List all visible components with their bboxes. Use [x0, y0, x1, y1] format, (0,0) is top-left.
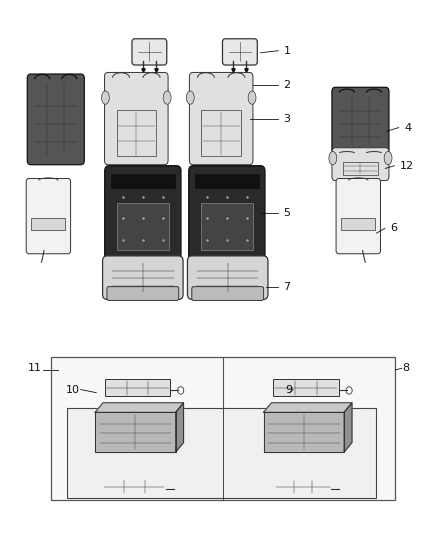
- Text: 7: 7: [283, 281, 290, 292]
- Ellipse shape: [384, 151, 392, 165]
- FancyBboxPatch shape: [105, 166, 181, 262]
- Ellipse shape: [102, 91, 110, 104]
- FancyBboxPatch shape: [132, 39, 167, 65]
- Circle shape: [339, 486, 345, 493]
- Ellipse shape: [248, 91, 256, 104]
- Circle shape: [346, 387, 352, 394]
- Text: 3: 3: [283, 114, 290, 124]
- Circle shape: [173, 485, 179, 492]
- Bar: [275, 480, 331, 495]
- Text: 1: 1: [283, 46, 290, 56]
- FancyBboxPatch shape: [189, 166, 265, 262]
- Text: 10: 10: [66, 384, 80, 394]
- Polygon shape: [176, 403, 184, 452]
- Bar: [105, 379, 170, 397]
- Bar: [341, 217, 375, 230]
- Bar: [102, 479, 166, 495]
- FancyBboxPatch shape: [332, 87, 389, 154]
- Polygon shape: [95, 413, 176, 452]
- FancyBboxPatch shape: [187, 256, 268, 300]
- Polygon shape: [344, 403, 352, 452]
- Ellipse shape: [163, 91, 171, 104]
- FancyBboxPatch shape: [189, 72, 253, 165]
- Circle shape: [178, 387, 184, 394]
- Text: 11: 11: [28, 364, 42, 373]
- Text: 12: 12: [399, 161, 414, 171]
- Polygon shape: [264, 403, 352, 413]
- Bar: [111, 174, 175, 188]
- FancyBboxPatch shape: [336, 179, 381, 254]
- Text: 2: 2: [283, 79, 290, 90]
- Text: 4: 4: [404, 123, 411, 133]
- FancyBboxPatch shape: [107, 287, 179, 301]
- Ellipse shape: [186, 91, 194, 104]
- FancyBboxPatch shape: [192, 287, 264, 301]
- Text: 6: 6: [390, 223, 397, 233]
- Bar: [117, 110, 156, 156]
- Bar: [201, 203, 253, 250]
- Bar: [117, 203, 169, 250]
- FancyBboxPatch shape: [105, 72, 168, 165]
- Bar: [32, 217, 65, 230]
- Bar: [273, 379, 339, 397]
- FancyBboxPatch shape: [102, 256, 183, 300]
- Bar: [201, 110, 241, 156]
- Polygon shape: [264, 413, 344, 452]
- Text: 5: 5: [283, 208, 290, 219]
- Bar: [343, 161, 378, 175]
- Polygon shape: [95, 403, 184, 413]
- Bar: [195, 174, 259, 188]
- Ellipse shape: [329, 151, 337, 165]
- Bar: [51, 357, 395, 500]
- FancyBboxPatch shape: [332, 148, 389, 181]
- FancyBboxPatch shape: [26, 179, 71, 254]
- FancyBboxPatch shape: [27, 74, 84, 165]
- FancyBboxPatch shape: [223, 39, 257, 65]
- Text: 8: 8: [403, 364, 410, 373]
- Text: 9: 9: [285, 384, 292, 394]
- Bar: [67, 408, 376, 498]
